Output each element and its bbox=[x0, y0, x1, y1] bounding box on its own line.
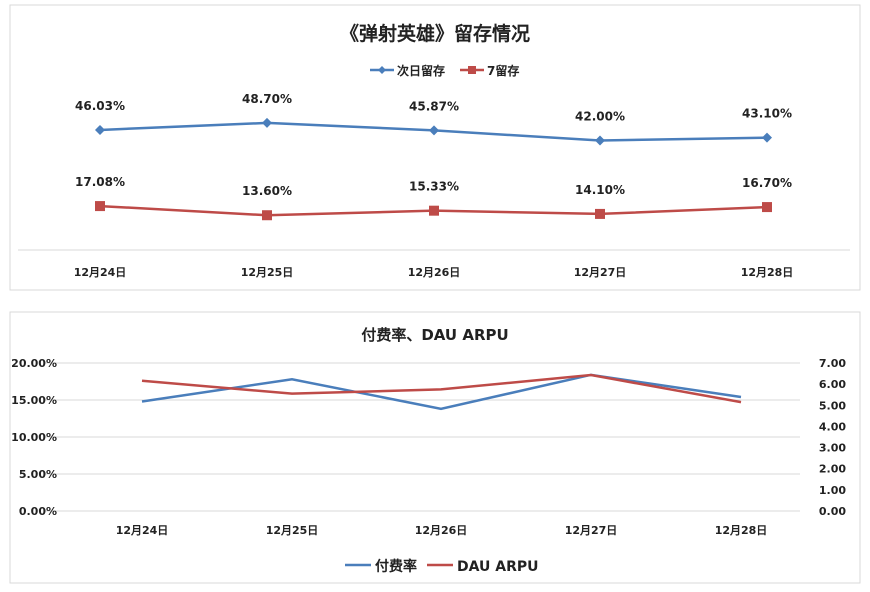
legend-diamond-marker bbox=[378, 66, 386, 74]
x-tick-label: 12月24日 bbox=[74, 266, 127, 279]
y2-tick-label: 4.00 bbox=[819, 420, 846, 433]
data-label: 42.00% bbox=[575, 110, 625, 124]
x-tick-label: 12月28日 bbox=[741, 266, 794, 279]
x-tick-label: 12月28日 bbox=[715, 524, 768, 537]
payment-chart-frame bbox=[9, 311, 861, 584]
y2-tick-label: 7.00 bbox=[819, 357, 846, 370]
data-point bbox=[429, 205, 439, 216]
legend-label: 次日留存 bbox=[397, 63, 445, 78]
series-line-0 bbox=[141, 373, 742, 411]
data-label: 14.10% bbox=[575, 183, 625, 197]
y2-tick-label: 0.00 bbox=[819, 505, 846, 518]
payment-chart-title: 付费率、DAU ARPU bbox=[361, 326, 508, 344]
y2-tick-label: 3.00 bbox=[819, 442, 846, 455]
y-tick-label: 20.00% bbox=[11, 357, 57, 370]
x-tick-label: 12月25日 bbox=[241, 266, 294, 279]
y-tick-label: 15.00% bbox=[11, 394, 57, 407]
data-point bbox=[429, 125, 439, 136]
retention-chart-title: 《弹射英雄》留存情况 bbox=[340, 22, 530, 45]
data-label: 48.70% bbox=[242, 92, 292, 106]
data-point bbox=[595, 135, 605, 146]
y2-tick-label: 6.00 bbox=[819, 378, 846, 391]
data-label: 15.33% bbox=[409, 180, 459, 194]
data-point bbox=[762, 132, 772, 143]
legend-label: 7留存 bbox=[487, 63, 519, 78]
data-label: 17.08% bbox=[75, 175, 125, 189]
retention-chart-frame bbox=[9, 4, 861, 291]
data-point bbox=[262, 210, 272, 221]
y-tick-label: 5.00% bbox=[19, 468, 57, 481]
data-point bbox=[595, 208, 605, 219]
data-label: 46.03% bbox=[75, 99, 125, 113]
legend-label: DAU ARPU bbox=[457, 559, 539, 575]
x-tick-label: 12月24日 bbox=[116, 524, 169, 537]
data-label: 43.10% bbox=[742, 107, 792, 121]
y2-tick-label: 5.00 bbox=[819, 399, 846, 412]
legend-label: 付费率 bbox=[375, 558, 417, 575]
y2-tick-label: 2.00 bbox=[819, 463, 846, 476]
data-point bbox=[95, 124, 105, 135]
y2-tick-label: 1.00 bbox=[819, 484, 846, 497]
series-line-1 bbox=[141, 373, 742, 404]
data-point bbox=[95, 201, 105, 212]
legend-square-marker bbox=[468, 66, 476, 74]
x-tick-label: 12月25日 bbox=[266, 524, 319, 537]
data-label: 16.70% bbox=[742, 176, 792, 190]
data-point bbox=[762, 202, 772, 213]
x-tick-label: 12月27日 bbox=[565, 524, 618, 537]
x-tick-label: 12月26日 bbox=[415, 524, 468, 537]
y-tick-label: 10.00% bbox=[11, 431, 57, 444]
y-tick-label: 0.00% bbox=[19, 505, 57, 518]
data-point bbox=[262, 117, 272, 128]
data-label: 13.60% bbox=[242, 184, 292, 198]
x-tick-label: 12月26日 bbox=[408, 266, 461, 279]
data-label: 45.87% bbox=[409, 99, 459, 113]
x-tick-label: 12月27日 bbox=[574, 266, 627, 279]
